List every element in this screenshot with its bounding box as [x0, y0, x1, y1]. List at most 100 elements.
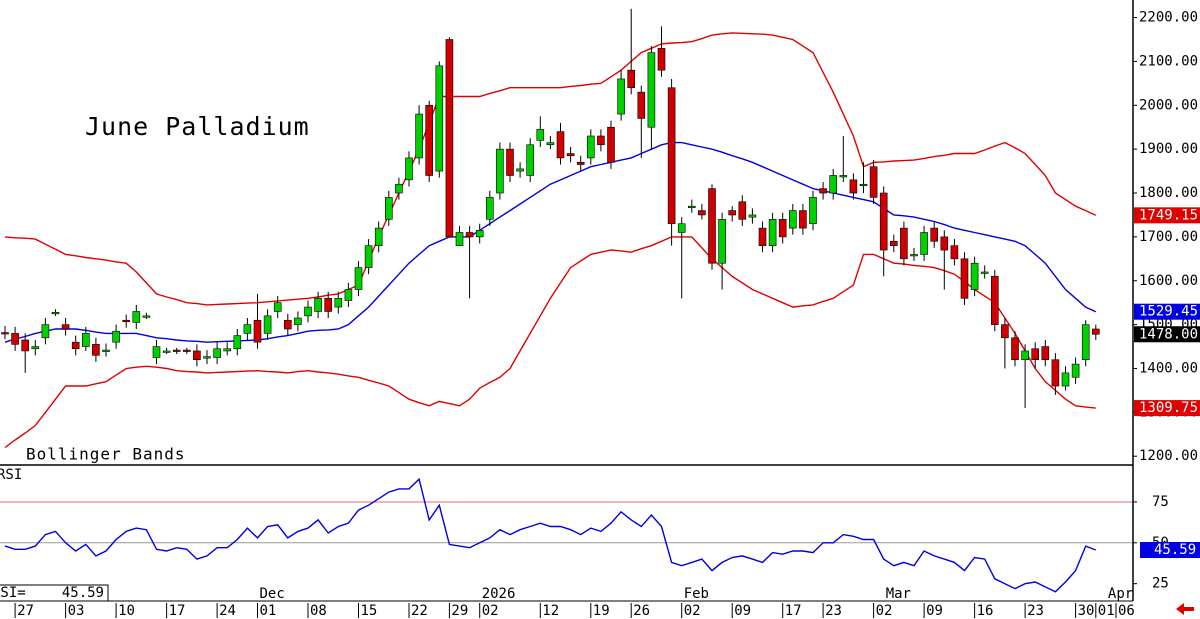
y-tick-label: 2100.00: [1139, 53, 1198, 69]
candle-body: [879, 192, 888, 251]
x-tick-label: 02: [876, 603, 893, 619]
indicator-label: Bollinger Bands: [26, 445, 186, 464]
candle-body: [193, 350, 201, 361]
candle-body: [829, 175, 838, 194]
candle-body: [314, 298, 322, 312]
period-label: Apr: [1108, 586, 1133, 602]
x-tick-label: 01: [260, 603, 277, 619]
rsi-tag: [1140, 542, 1200, 559]
candle-body: [92, 344, 100, 356]
y-tick-label: 1900.00: [1139, 141, 1198, 157]
candle-body: [1041, 346, 1050, 361]
candle-body: [910, 254, 918, 257]
price-tag-label: 1478.00: [1139, 326, 1198, 342]
y-tick-label: 1600.00: [1139, 273, 1198, 289]
candle-body: [799, 210, 807, 229]
price-tag: [1134, 326, 1200, 343]
candle-body: [1081, 324, 1090, 361]
x-tick-label: 12: [542, 603, 559, 619]
candle-body: [506, 148, 514, 176]
x-tick-label: 24: [219, 603, 236, 619]
candle-body: [122, 319, 130, 323]
candle-body: [334, 298, 343, 308]
period-label: Dec: [260, 586, 285, 602]
candle-body: [1021, 350, 1029, 361]
bollinger-line: [4, 141, 1097, 343]
x-tick-label: 27: [17, 603, 34, 619]
candle-body: [788, 210, 797, 229]
candle-body: [243, 324, 252, 334]
candle-body: [273, 302, 282, 312]
y-tick-label: 25: [1152, 576, 1169, 592]
x-tick-label: 03: [68, 603, 85, 619]
candle-body: [485, 197, 494, 220]
x-tick-label: 17: [785, 603, 802, 619]
x-tick-label: 22: [411, 603, 428, 619]
candle-body: [839, 175, 848, 178]
x-tick-label: 02: [684, 603, 701, 619]
x-tick-label: 30: [1078, 603, 1095, 619]
candle-body: [819, 188, 827, 194]
candle-body: [31, 346, 40, 350]
candle-body: [1071, 363, 1080, 378]
candle-body: [556, 131, 565, 159]
candle-body: [21, 339, 30, 352]
candle-body: [263, 315, 272, 334]
y-tick-label: 1800.00: [1139, 185, 1198, 201]
candle-body: [576, 162, 585, 165]
candle-body: [183, 349, 191, 352]
candle-body: [1061, 372, 1070, 387]
chart-title: June Palladium: [85, 112, 310, 141]
x-tick-label: 23: [825, 603, 842, 619]
candle-body: [859, 183, 868, 187]
y-tick-label: 1700.00: [1139, 229, 1198, 245]
candle-body: [566, 153, 575, 157]
candle-body: [233, 335, 242, 350]
x-tick-label: 23: [1027, 603, 1044, 619]
candle-body: [889, 240, 898, 246]
candle-body: [637, 91, 646, 119]
candle-body: [920, 232, 928, 255]
candle-body: [203, 356, 211, 359]
candle-body: [445, 39, 454, 238]
candle-body: [738, 201, 747, 220]
candle-body: [11, 333, 19, 345]
candle-body: [415, 113, 423, 159]
candle-body: [1011, 337, 1019, 361]
rsi-readout-value: 45.59: [62, 585, 104, 601]
candle-body: [364, 245, 373, 268]
candle-body: [41, 324, 50, 339]
candle-body: [516, 168, 524, 172]
candle-body: [768, 219, 777, 246]
candle-body: [546, 142, 555, 146]
candle-body: [1051, 359, 1060, 387]
candle-body: [71, 341, 80, 350]
candle-body: [395, 183, 403, 194]
candle-body: [809, 197, 817, 225]
bollinger-line: [4, 236, 1096, 449]
price-tag-label: 1309.75: [1139, 400, 1198, 416]
plot-layer: 1200.001300.001400.001500.001600.001700.…: [0, 8, 1200, 619]
candle-body: [900, 227, 908, 260]
y-tick-label: 2000.00: [1139, 97, 1198, 113]
x-tick-label: 19: [593, 603, 610, 619]
rsi-label: RSI: [0, 467, 22, 483]
scroll-arrow[interactable]: [1176, 603, 1194, 615]
candle-body: [1031, 348, 1039, 361]
x-tick-label: 09: [734, 603, 751, 619]
x-tick-label: 01: [1098, 603, 1115, 619]
candle-body: [384, 197, 393, 220]
candle-body: [869, 166, 878, 198]
x-tick-label: 02: [482, 603, 499, 619]
y-tick-label: 75: [1152, 494, 1169, 510]
candle-body: [102, 349, 110, 352]
x-tick-label: 15: [361, 603, 378, 619]
rsi-line: [4, 477, 1097, 593]
x-tick-label: 26: [633, 603, 650, 619]
candle-body: [607, 126, 615, 163]
candle-body: [496, 148, 504, 194]
rsi-tag-label: 45.59: [1154, 542, 1196, 558]
candle-body: [304, 306, 312, 317]
period-label: Feb: [684, 586, 709, 602]
candle-body: [778, 219, 787, 238]
